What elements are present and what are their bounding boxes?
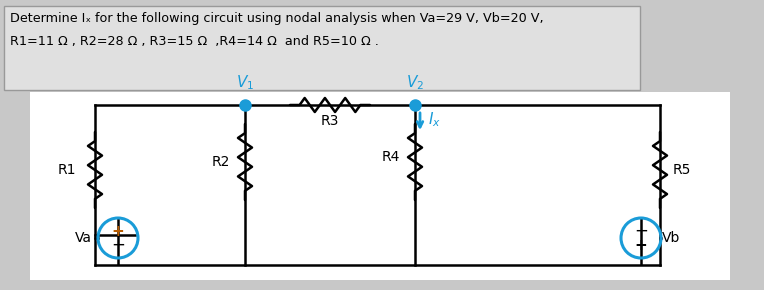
Text: +: + xyxy=(635,238,647,253)
Bar xyxy=(30,92,730,280)
Text: $V_1$: $V_1$ xyxy=(236,73,254,92)
Text: −: − xyxy=(634,222,648,240)
Bar xyxy=(4,6,640,90)
Text: $V_2$: $V_2$ xyxy=(406,73,424,92)
Text: Determine Iₓ for the following circuit using nodal analysis when Va=29 V, Vb=20 : Determine Iₓ for the following circuit u… xyxy=(10,12,544,25)
Text: R3: R3 xyxy=(321,114,339,128)
Text: R1: R1 xyxy=(58,163,76,177)
Text: Vb: Vb xyxy=(662,231,680,245)
Text: +: + xyxy=(112,224,125,238)
Text: Va: Va xyxy=(75,231,92,245)
Text: R2: R2 xyxy=(212,155,230,169)
Text: R5: R5 xyxy=(673,163,691,177)
Text: R1=11 Ω , R2=28 Ω , R3=15 Ω  ,R4=14 Ω  and R5=10 Ω .: R1=11 Ω , R2=28 Ω , R3=15 Ω ,R4=14 Ω and… xyxy=(10,35,379,48)
Text: −: − xyxy=(111,236,125,254)
Text: R4: R4 xyxy=(382,150,400,164)
Text: $I_x$: $I_x$ xyxy=(428,110,441,129)
